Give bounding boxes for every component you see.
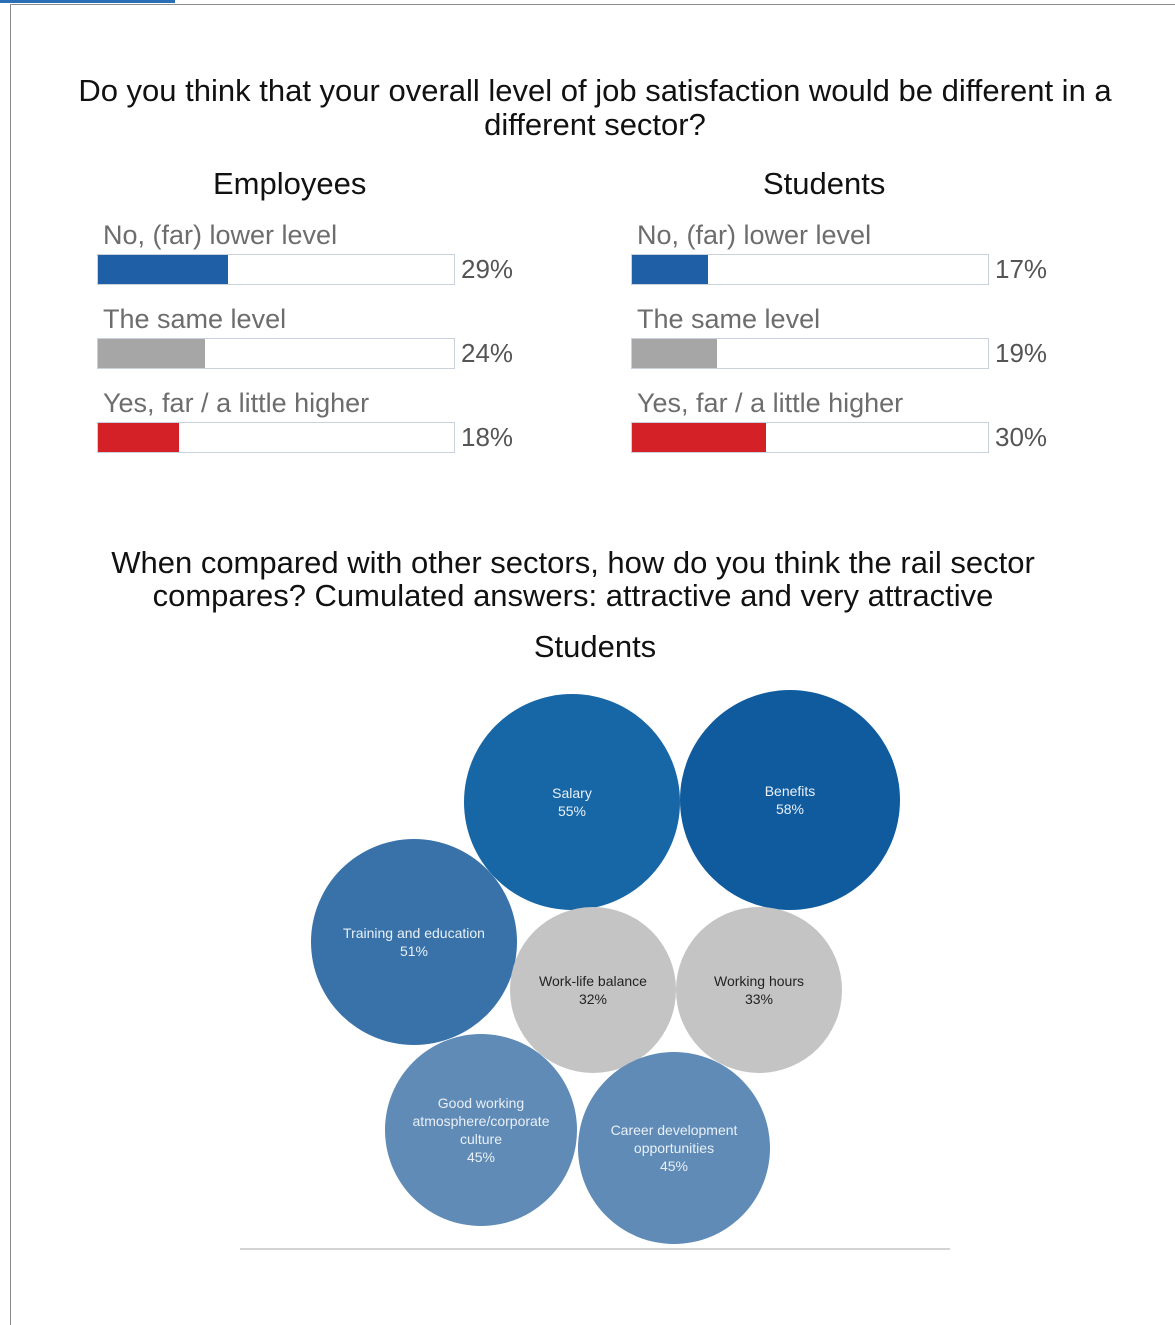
answer-label: The same level (103, 304, 287, 334)
bar-track (631, 254, 989, 285)
bar-value-label: 29% (461, 254, 514, 284)
answer-label: No, (far) lower level (637, 220, 872, 250)
bar-fill (98, 255, 228, 284)
bar-track (97, 254, 455, 285)
answer-label: The same level (637, 304, 821, 334)
bar-value-label: 19% (995, 338, 1048, 368)
bubble-work-life-balance: Work-life balance 32% (510, 907, 676, 1073)
bubble-working-hours: Working hours 33% (676, 907, 842, 1073)
question-1-title: Do you think that your overall level of … (78, 73, 1112, 142)
answer-option: The same level 19% (631, 304, 1101, 384)
bubble-benefits: Benefits 58% (680, 690, 900, 910)
bubble-circle (680, 690, 900, 910)
bar-fill (632, 423, 767, 452)
bubble-good-working-atmosphere-corporate-culture: Good working atmosphere/corporate culture 4… (385, 1034, 577, 1226)
bubble-value: 51% (400, 943, 428, 959)
bar-value-label: 17% (995, 254, 1048, 284)
bubble-chart-subtitle: Students (533, 629, 657, 664)
bubble-circle (464, 694, 680, 910)
bubble-salary: Salary 55% (464, 694, 680, 910)
bubble-career-development-opportunities: Career development opportunities 45% (578, 1052, 770, 1244)
bubble-label: Work-life balance (539, 973, 647, 989)
bubble-value: 33% (745, 991, 773, 1007)
bubble-label: Good working atmosphere/corporate culture (413, 1095, 550, 1147)
bubble-label: Salary (552, 785, 592, 801)
answer-label: Yes, far / a little higher (637, 388, 904, 418)
bar-fill (98, 423, 179, 452)
answer-option: Yes, far / a little higher 18% (97, 388, 567, 468)
answer-option: No, (far) lower level 17% (631, 220, 1101, 300)
bar-fill (632, 255, 709, 284)
bar-value-label: 30% (995, 422, 1048, 452)
bar-fill (632, 339, 718, 368)
employees-panel: Employees No, (far) lower level 29% The sa… (97, 160, 567, 460)
students-panel: Students No, (far) lower level 17% The sam… (631, 160, 1101, 460)
bubble-circle (311, 839, 517, 1045)
bubble-circle (510, 907, 676, 1073)
bar-value-label: 18% (461, 422, 514, 452)
bubble-value: 55% (558, 803, 586, 819)
bubble-value: 32% (579, 991, 607, 1007)
bar-track (97, 338, 455, 369)
panel-title: Students (763, 166, 886, 201)
bubble-circle (385, 1034, 577, 1226)
bar-fill (98, 339, 206, 368)
bar-value-label: 24% (461, 338, 514, 368)
panel-title: Employees (213, 166, 367, 201)
bubble-circle (578, 1052, 770, 1244)
bubble-circle (676, 907, 842, 1073)
answer-label: Yes, far / a little higher (103, 388, 370, 418)
answer-option: The same level 24% (97, 304, 567, 384)
bar-track (97, 422, 455, 453)
figure-frame (10, 4, 1175, 1325)
bubble-training-and-education: Training and education 51% (311, 839, 517, 1045)
bar-track (631, 338, 989, 369)
question-2-title: When compared with other sectors, how do… (111, 545, 1035, 613)
bubble-value: 45% (467, 1149, 495, 1165)
answer-option: No, (far) lower level 29% (97, 220, 567, 300)
answer-label: No, (far) lower level (103, 220, 338, 250)
bubble-label: Benefits (765, 783, 816, 799)
bubble-value: 58% (776, 801, 804, 817)
figure-caption-strip (0, 0, 175, 3)
bubble-label: Training and education (343, 925, 485, 941)
bubble-label: Working hours (714, 973, 804, 989)
bubble-value: 45% (660, 1158, 688, 1174)
bubble-label: Career development opportunities (611, 1122, 738, 1156)
bar-track (631, 422, 989, 453)
answer-option: Yes, far / a little higher 30% (631, 388, 1101, 468)
bottom-divider (240, 1248, 950, 1250)
